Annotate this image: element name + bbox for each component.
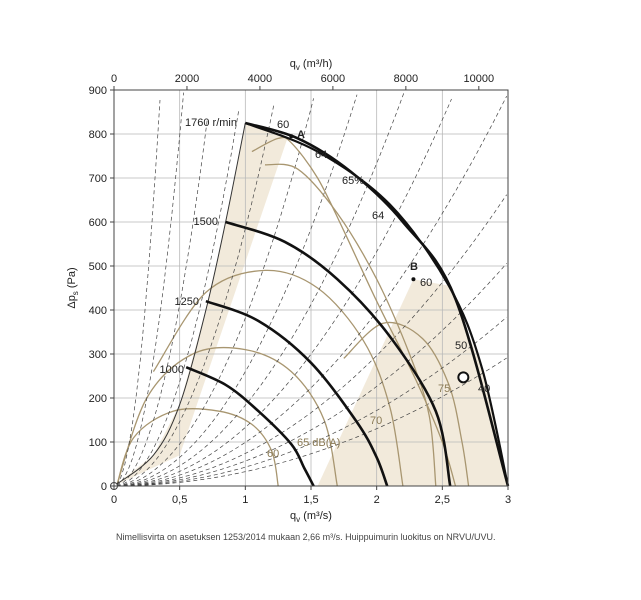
- sound-label-65: 65 dB(A): [297, 437, 340, 449]
- y-tick-label: 0: [101, 481, 107, 493]
- axis-ticks: 0 0,5 1 1,5 2 2,5 3 0 2000 4000 6000 8000 10000 0 100 2…: [89, 73, 511, 506]
- system-line: [116, 98, 452, 487]
- footnote: Nimellisvirta on asetuksen 1253/2014 muk…: [116, 532, 496, 542]
- system-line: [116, 103, 275, 487]
- efficiency-label-50: 50: [455, 340, 467, 352]
- y-axis-label: Δps (Pa): [66, 267, 80, 308]
- system-line: [116, 99, 161, 485]
- x-tick-label: 0,5: [172, 494, 187, 506]
- left-boundary-curve: [113, 122, 246, 487]
- x-tick-label: 2,5: [435, 494, 450, 506]
- point-label-b: B: [410, 261, 418, 273]
- efficiency-label-60-top: 60: [277, 119, 289, 131]
- system-line: [116, 94, 358, 487]
- top-axis-label-sub: v: [296, 63, 300, 72]
- sound-label-60: 60: [267, 448, 279, 460]
- speed-label-1760: 1760 r/min: [185, 117, 237, 129]
- sound-label-75: 75: [438, 383, 450, 395]
- x-top-tick-label: 10000: [464, 73, 495, 85]
- system-line: [116, 92, 184, 486]
- efficiency-label-65: 65%: [342, 175, 364, 187]
- speed-curve: [244, 121, 510, 487]
- top-axis-label-main: q: [290, 58, 296, 70]
- x-top-tick-label: 4000: [248, 73, 272, 85]
- system-line: [116, 194, 507, 487]
- sound-curve: [115, 346, 338, 487]
- efficiency-curve: [264, 163, 437, 487]
- system-resistance-lines: [116, 91, 508, 487]
- sound-curve: [115, 408, 279, 487]
- y-tick-label: 600: [89, 217, 107, 229]
- x-tick-label: 1: [242, 494, 248, 506]
- speed-label-1500: 1500: [194, 216, 218, 228]
- fan-performance-chart: 0 0,5 1 1,5 2 2,5 3 0 2000 4000 6000 8000 10000 0 100 2…: [66, 58, 511, 524]
- efficiency-label-40: 40: [478, 383, 490, 395]
- system-line: [116, 357, 507, 487]
- point-a: [289, 134, 294, 139]
- y-tick-label: 800: [89, 129, 107, 141]
- efficiency-label-64-right: 64: [372, 210, 384, 222]
- system-line: [116, 263, 507, 487]
- y-tick-label: 300: [89, 349, 107, 361]
- speed-label-1000: 1000: [160, 364, 184, 376]
- bottom-axis-label-main: q: [290, 510, 296, 522]
- point-b: [411, 277, 416, 282]
- y-tick-label: 400: [89, 305, 107, 317]
- efficiency-label-64-top: 64: [315, 149, 327, 161]
- efficiency-label-60-right: 60: [420, 277, 432, 289]
- x-tick-label: 2: [374, 494, 380, 506]
- y-tick-label: 200: [89, 393, 107, 405]
- system-line: [116, 316, 507, 487]
- speed-curve: [225, 220, 452, 487]
- x-tick-label: 3: [505, 494, 511, 506]
- x-top-tick-label: 8000: [394, 73, 418, 85]
- operating-points: [110, 134, 470, 490]
- point-label-a: A: [297, 129, 305, 141]
- x-top-tick-label: 6000: [321, 73, 345, 85]
- system-line: [116, 98, 314, 487]
- y-axis-label-sub: s: [71, 291, 80, 295]
- bottom-axis-label-sub: v: [296, 515, 300, 524]
- y-axis-label-main: Δp: [66, 295, 78, 308]
- speed-curves: [185, 121, 510, 487]
- speed-curve: [205, 299, 389, 487]
- system-line: [116, 91, 405, 487]
- bottom-axis-label-unit: (m³/s): [300, 510, 332, 522]
- y-axis-label-unit: (Pa): [66, 267, 78, 291]
- y-tick-label: 900: [89, 85, 107, 97]
- system-line: [116, 95, 508, 487]
- bottom-axis-label: qv (m³/s): [290, 510, 332, 524]
- top-axis-label-unit: (m³/h): [300, 58, 332, 70]
- left-shaded-region: [114, 123, 288, 486]
- y-tick-label: 500: [89, 261, 107, 273]
- x-tick-label: 0: [111, 494, 117, 506]
- y-tick-label: 100: [89, 437, 107, 449]
- sound-curve: [152, 269, 404, 487]
- top-axis-label: qv (m³/h): [290, 58, 333, 72]
- speed-curve: [185, 366, 315, 487]
- system-line: [116, 109, 240, 487]
- sound-label-70: 70: [370, 415, 382, 427]
- x-top-tick-label: 0: [111, 73, 117, 85]
- speed-label-1250: 1250: [175, 296, 199, 308]
- nominal-flow-point: [457, 371, 470, 384]
- y-tick-label: 700: [89, 173, 107, 185]
- x-top-tick-label: 2000: [175, 73, 199, 85]
- x-tick-label: 1,5: [303, 494, 318, 506]
